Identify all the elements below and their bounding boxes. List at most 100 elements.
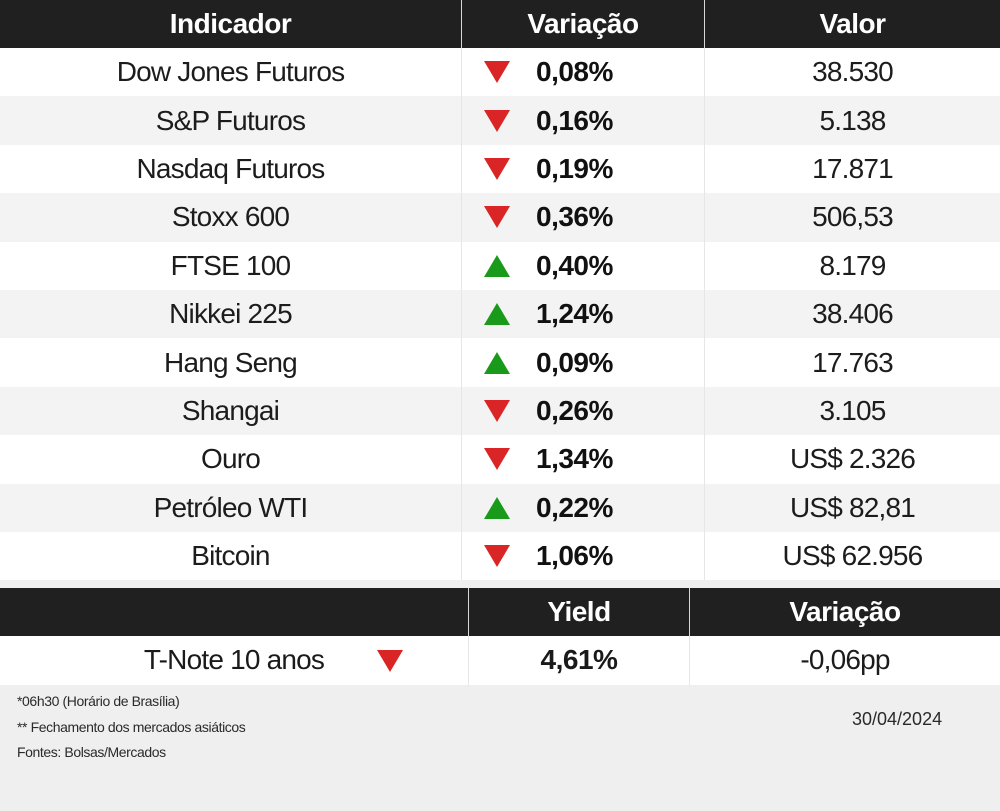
bond-yield-cell: 4,61% — [468, 636, 689, 685]
indicator-name: Stoxx 600 — [171, 201, 290, 233]
indicator-value: 38.530 — [812, 56, 894, 88]
value-cell: 5.138 — [704, 96, 1000, 145]
indicator-name: Shangai — [181, 394, 280, 426]
variation-value: 1,06% — [536, 540, 613, 572]
variation-value: 0,36% — [536, 201, 613, 233]
variation-cell: 0,19% — [461, 144, 704, 194]
indicator-cell: Dow Jones Futuros — [0, 48, 461, 96]
value-cell: 3.105 — [704, 386, 1000, 436]
variation-cell: 0,08% — [461, 48, 704, 97]
variation-cell: 1,34% — [461, 435, 704, 484]
indicator-name: FTSE 100 — [170, 249, 291, 281]
table-row: S&P Futuros 0,16% 5.138 — [0, 96, 1000, 145]
up-arrow-icon — [484, 496, 510, 519]
table-header: Indicador Variação Valor — [0, 0, 1000, 48]
variation-value: 0,08% — [536, 56, 613, 88]
header-valor: Valor — [704, 0, 1000, 48]
variation-cell: 1,24% — [461, 289, 704, 339]
variation-value: 0,26% — [536, 394, 613, 426]
indicator-value: 17.871 — [812, 152, 894, 184]
indicator-cell: Nikkei 225 — [0, 290, 461, 338]
indicator-name: Nikkei 225 — [169, 298, 293, 330]
header-blank — [0, 588, 468, 636]
down-arrow-icon — [484, 545, 510, 568]
report-date: 30/04/2024 — [852, 708, 943, 729]
value-cell: US$ 62.956 — [704, 531, 1000, 581]
footnote-sources: Fontes: Bolsas/Mercados — [17, 743, 166, 760]
table-row: Shangai 0,26% 3.105 — [0, 386, 1000, 436]
indicator-name: Bitcoin — [191, 540, 270, 572]
value-cell: 506,53 — [704, 193, 1000, 242]
table-row: Ouro 1,34% US$ 2.326 — [0, 435, 1000, 484]
market-indicators-table: Indicador Variação Valor Dow Jones Futur… — [0, 0, 1000, 581]
variation-value: 0,16% — [536, 104, 613, 136]
indicator-cell: Petróleo WTI — [0, 484, 461, 532]
value-cell: 38.406 — [704, 289, 1000, 339]
indicator-value: 506,53 — [812, 201, 894, 233]
indicator-value: US$ 2.326 — [789, 443, 916, 475]
variation-value: 0,22% — [536, 491, 613, 523]
indicator-cell: Stoxx 600 — [0, 193, 461, 241]
bond-name: T-Note 10 anos — [143, 644, 325, 676]
down-arrow-icon — [377, 650, 403, 673]
table-row: Petróleo WTI 0,22% US$ 82,81 — [0, 483, 1000, 532]
up-arrow-icon — [484, 351, 510, 374]
indicator-cell: S&P Futuros — [0, 96, 461, 144]
variation-cell: 1,06% — [461, 531, 704, 581]
indicator-cell: Hang Seng — [0, 338, 461, 386]
table-row: Bitcoin 1,06% US$ 62.956 — [0, 531, 1000, 581]
indicator-name: S&P Futuros — [155, 104, 306, 136]
bond-variation: -0,06pp — [800, 644, 890, 676]
table-row: Nikkei 225 1,24% 38.406 — [0, 289, 1000, 339]
indicator-cell: Bitcoin — [0, 532, 461, 580]
indicator-name: Hang Seng — [164, 346, 298, 378]
down-arrow-icon — [484, 399, 510, 422]
bond-name-cell: T-Note 10 anos — [0, 636, 468, 684]
indicator-value: 5.138 — [819, 104, 886, 136]
variation-cell: 0,22% — [461, 483, 704, 532]
down-arrow-icon — [484, 206, 510, 229]
indicator-cell: Ouro — [0, 435, 461, 483]
indicator-name: Petróleo WTI — [153, 491, 309, 523]
variation-value: 1,24% — [536, 298, 613, 330]
variation-cell: 0,09% — [461, 338, 704, 387]
indicator-value: US$ 82,81 — [789, 491, 916, 523]
table-row: FTSE 100 0,40% 8.179 — [0, 241, 1000, 290]
down-arrow-icon — [484, 448, 510, 471]
value-cell: US$ 82,81 — [704, 483, 1000, 532]
variation-cell: 0,16% — [461, 96, 704, 145]
value-cell: 8.179 — [704, 241, 1000, 290]
indicator-cell: Shangai — [0, 387, 461, 435]
treasury-table: Yield Variação T-Note 10 anos 4,61% -0,0… — [0, 588, 1000, 685]
header-yield: Yield — [468, 588, 689, 637]
variation-value: 1,34% — [536, 443, 613, 475]
treasury-header: Yield Variação — [0, 588, 1000, 637]
indicator-name: Dow Jones Futuros — [116, 56, 345, 88]
down-arrow-icon — [484, 157, 510, 180]
variation-value: 0,40% — [536, 249, 613, 281]
footer: *06h30 (Horário de Brasília) ** Fechamen… — [0, 684, 1000, 810]
bond-variation-cell: -0,06pp — [689, 636, 1000, 685]
table-row: Dow Jones Futuros 0,08% 38.530 — [0, 48, 1000, 97]
header-variacao: Variação — [461, 0, 704, 48]
variation-value: 0,09% — [536, 346, 613, 378]
indicator-name: Ouro — [200, 443, 261, 475]
indicator-cell: Nasdaq Futuros — [0, 145, 461, 193]
up-arrow-icon — [484, 303, 510, 326]
header-indicador: Indicador — [169, 8, 292, 39]
table-row: Hang Seng 0,09% 17.763 — [0, 338, 1000, 387]
variation-cell: 0,36% — [461, 193, 704, 242]
indicator-value: 3.105 — [819, 394, 886, 426]
value-cell: 17.871 — [704, 144, 1000, 194]
value-cell: US$ 2.326 — [704, 435, 1000, 484]
footnote-time: *06h30 (Horário de Brasília) — [17, 692, 180, 709]
indicator-value: US$ 62.956 — [782, 540, 924, 572]
indicator-cell: FTSE 100 — [0, 242, 461, 290]
up-arrow-icon — [484, 254, 510, 277]
table-row: Nasdaq Futuros 0,19% 17.871 — [0, 144, 1000, 194]
variation-value: 0,19% — [536, 152, 613, 184]
indicator-value: 17.763 — [812, 346, 894, 378]
table-spacer — [0, 580, 1000, 589]
indicator-value: 38.406 — [812, 298, 894, 330]
table-row: T-Note 10 anos 4,61% -0,06pp — [0, 636, 1000, 685]
